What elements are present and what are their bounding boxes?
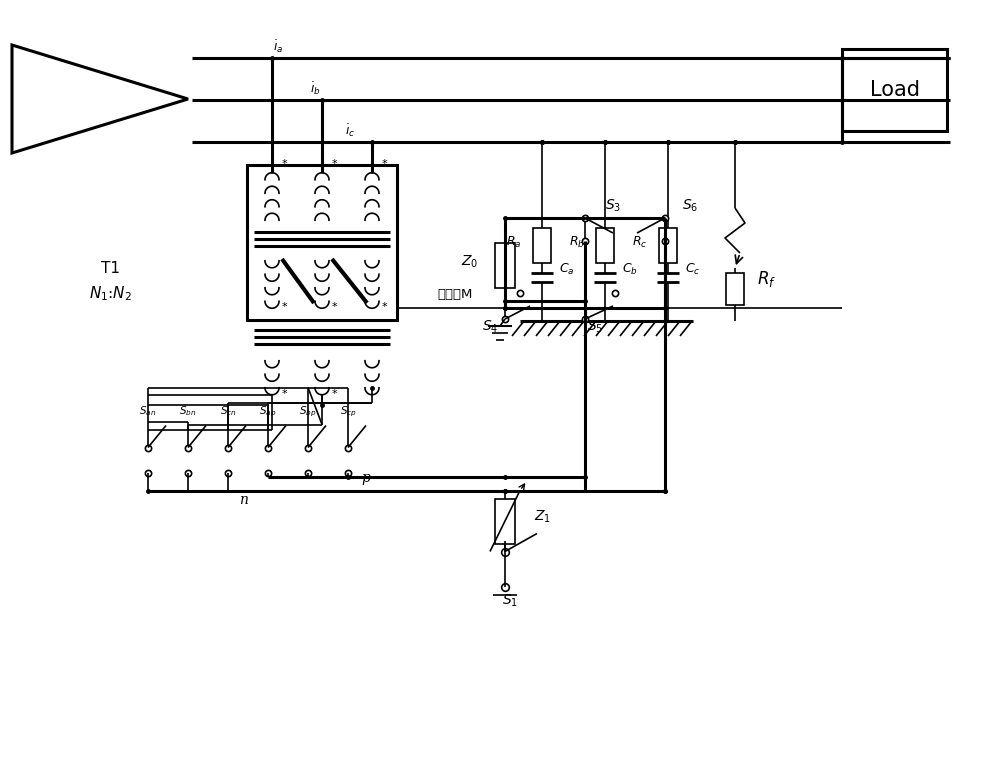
Polygon shape <box>12 45 188 153</box>
Text: $S_5$: $S_5$ <box>587 319 603 335</box>
Text: $Z_1$: $Z_1$ <box>534 509 552 525</box>
Text: $S_{bp}$: $S_{bp}$ <box>299 405 317 420</box>
Bar <box>596 228 614 263</box>
Text: $S_6$: $S_6$ <box>682 198 698 215</box>
Text: $S_{cp}$: $S_{cp}$ <box>340 405 356 420</box>
Text: $C_b$: $C_b$ <box>622 262 638 276</box>
Text: *: * <box>382 302 388 312</box>
Text: $R_f$: $R_f$ <box>757 269 777 289</box>
Bar <box>842 49 947 131</box>
Text: $\dot{\imath}_b$: $\dot{\imath}_b$ <box>310 81 320 97</box>
Text: n: n <box>239 493 247 507</box>
Text: $R_b$: $R_b$ <box>569 234 585 250</box>
Bar <box>495 499 515 543</box>
Text: $Z_0$: $Z_0$ <box>461 254 479 270</box>
Text: *: * <box>332 302 338 312</box>
Text: 中性点M: 中性点M <box>437 288 473 301</box>
Bar <box>495 243 515 288</box>
Bar <box>659 228 677 263</box>
Text: $S_{bn}$: $S_{bn}$ <box>179 405 197 418</box>
Text: *: * <box>282 159 288 169</box>
Text: $R_c$: $R_c$ <box>632 234 648 250</box>
Text: $S_3$: $S_3$ <box>605 198 621 215</box>
Text: *: * <box>382 159 388 169</box>
Text: $S_{an}$: $S_{an}$ <box>139 405 157 418</box>
Text: $S_{cn}$: $S_{cn}$ <box>220 405 236 418</box>
Text: $C_c$: $C_c$ <box>685 262 701 276</box>
Text: T1: T1 <box>101 261 120 276</box>
Bar <box>726 273 744 305</box>
Text: $R_a$: $R_a$ <box>506 234 522 250</box>
Bar <box>533 228 551 263</box>
Text: *: * <box>282 388 288 399</box>
Text: $S_1$: $S_1$ <box>502 593 518 609</box>
Bar <box>247 165 397 320</box>
Text: $N_1$:$N_2$: $N_1$:$N_2$ <box>89 284 131 303</box>
Text: *: * <box>282 302 288 312</box>
Text: $S_4$: $S_4$ <box>482 319 498 335</box>
Text: $C_a$: $C_a$ <box>559 262 575 276</box>
Text: $\dot{\imath}_c$: $\dot{\imath}_c$ <box>345 122 355 139</box>
Text: *: * <box>332 159 338 169</box>
Text: *: * <box>332 388 338 399</box>
Text: $\dot{\imath}_a$: $\dot{\imath}_a$ <box>273 38 283 55</box>
Text: $S_{ap}$: $S_{ap}$ <box>259 405 277 420</box>
Text: Load: Load <box>870 80 920 100</box>
Text: p: p <box>362 471 370 485</box>
